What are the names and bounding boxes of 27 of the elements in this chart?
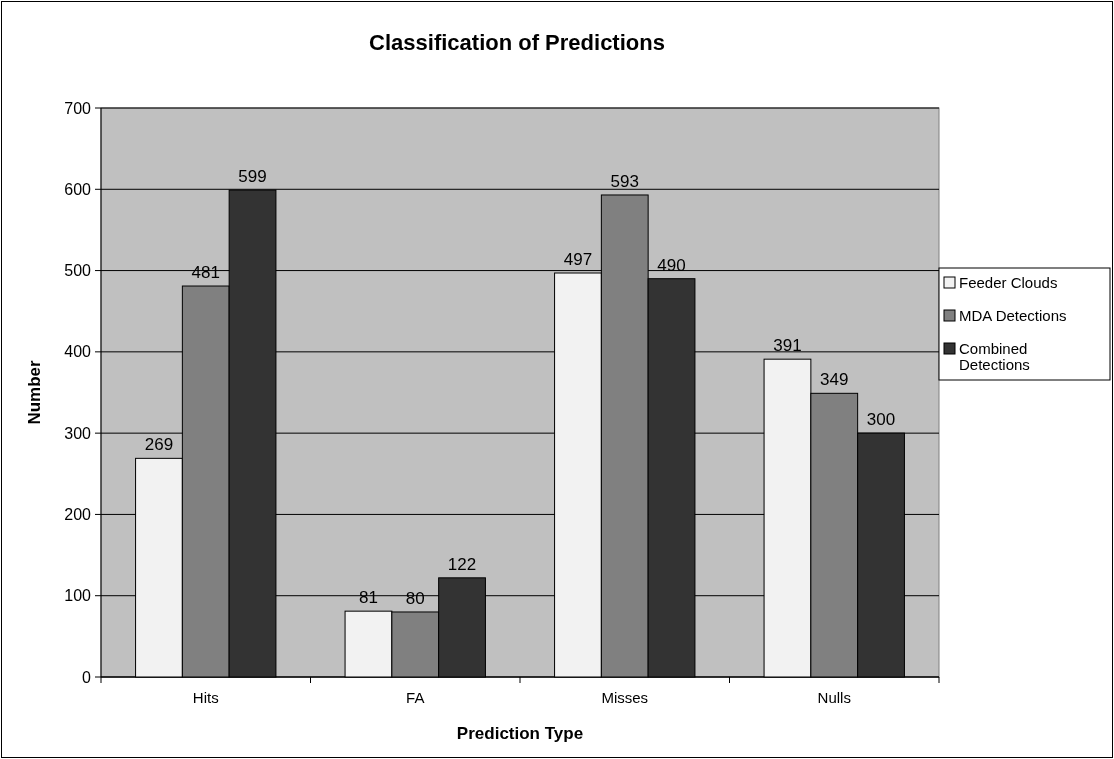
data-label: 122: [447, 554, 477, 574]
y-tick-label: 600: [64, 180, 92, 198]
data-label: 593: [610, 171, 639, 191]
x-tick-label: FA: [406, 689, 425, 706]
data-label: 349: [820, 370, 849, 390]
data-label: 497: [563, 250, 593, 270]
data-label: 599: [238, 167, 267, 187]
y-tick-label: 200: [64, 506, 92, 524]
x-tick-label: Misses: [601, 689, 649, 706]
legend-label: Combined Detections: [959, 340, 1030, 373]
x-tick-label: Nulls: [817, 689, 851, 706]
data-label: 391: [773, 336, 802, 356]
y-tick-label: 300: [64, 424, 92, 442]
y-tick-label: 400: [64, 343, 92, 361]
data-label: 269: [144, 435, 174, 455]
chart-title: Classification of Predictions: [369, 30, 665, 55]
data-label: 490: [657, 255, 686, 275]
legend-label: Feeder Clouds: [959, 274, 1058, 292]
y-tick-label: 0: [82, 668, 92, 686]
x-tick-label: Hits: [192, 689, 219, 706]
data-label: 300: [866, 410, 896, 430]
x-axis-title: Prediction Type: [456, 724, 584, 743]
y-tick-label: 700: [64, 99, 92, 117]
y-axis-title: Number: [25, 360, 44, 425]
y-tick-label: 500: [64, 262, 92, 280]
y-tick-label: 100: [64, 587, 92, 605]
legend-label: MDA Detections: [959, 307, 1067, 325]
